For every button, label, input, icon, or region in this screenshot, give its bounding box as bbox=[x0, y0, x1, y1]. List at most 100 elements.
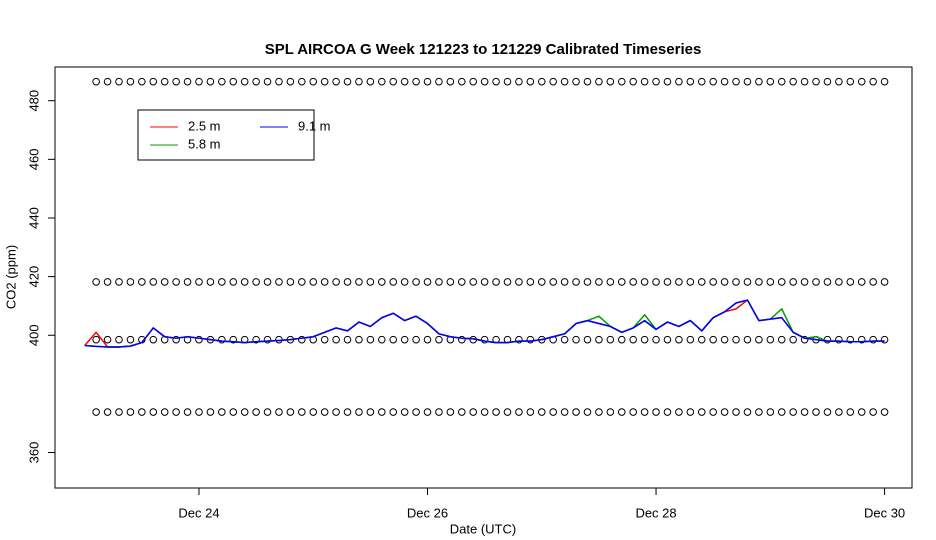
standard-point bbox=[252, 278, 260, 286]
standard-point bbox=[697, 335, 706, 344]
y-axis-label: CO2 (ppm) bbox=[3, 245, 18, 309]
standard-point bbox=[320, 77, 329, 86]
standard-point bbox=[823, 408, 832, 416]
standard-point bbox=[697, 77, 706, 86]
standard-point bbox=[457, 77, 466, 86]
x-tick-label: Dec 26 bbox=[407, 505, 448, 520]
standard-point bbox=[617, 278, 626, 286]
standard-point bbox=[366, 408, 375, 416]
standard-point bbox=[629, 408, 637, 416]
standard-point bbox=[583, 335, 592, 344]
standard-point bbox=[252, 77, 260, 86]
standard-point bbox=[560, 278, 569, 286]
standard-point bbox=[846, 77, 855, 86]
standard-point bbox=[195, 77, 203, 86]
standard-point bbox=[469, 408, 478, 416]
standard-point bbox=[709, 278, 717, 286]
standard-point bbox=[720, 408, 729, 416]
standard-point bbox=[652, 335, 660, 344]
standard-point bbox=[709, 408, 717, 416]
standard-point bbox=[355, 278, 363, 286]
standard-point bbox=[583, 77, 592, 86]
standard-point bbox=[286, 77, 295, 86]
standard-point bbox=[149, 77, 158, 86]
standard-point bbox=[686, 278, 695, 286]
standard-point bbox=[480, 278, 489, 286]
standard-point bbox=[526, 408, 535, 416]
standard-point bbox=[115, 77, 123, 86]
standard-point bbox=[617, 335, 626, 344]
standard-point bbox=[675, 335, 683, 344]
standard-point bbox=[629, 335, 637, 344]
standard-point bbox=[686, 335, 695, 344]
standard-point bbox=[435, 335, 443, 344]
standard-point bbox=[218, 408, 226, 416]
standard-point bbox=[320, 408, 329, 416]
standard-point bbox=[732, 335, 740, 344]
standard-point bbox=[469, 278, 478, 286]
standard-point bbox=[389, 77, 398, 86]
standard-point bbox=[526, 278, 535, 286]
standard-point bbox=[606, 408, 615, 416]
standard-point bbox=[149, 278, 158, 286]
standard-point bbox=[275, 278, 283, 286]
standard-point bbox=[103, 77, 112, 86]
standard-point bbox=[549, 77, 558, 86]
standard-point bbox=[160, 77, 169, 86]
standard-point bbox=[332, 77, 340, 86]
x-tick-label: Dec 28 bbox=[635, 505, 676, 520]
standard-point bbox=[378, 77, 386, 86]
standard-point bbox=[766, 77, 775, 86]
standard-point bbox=[789, 77, 797, 86]
standard-point bbox=[480, 77, 489, 86]
standard-point bbox=[560, 335, 569, 344]
standard-point bbox=[446, 408, 455, 416]
standard-point bbox=[800, 408, 809, 416]
standard-point bbox=[766, 335, 775, 344]
x-axis-label: Date (UTC) bbox=[450, 521, 516, 536]
standard-point bbox=[777, 77, 786, 86]
standard-point bbox=[172, 278, 180, 286]
standard-point bbox=[389, 278, 398, 286]
standard-point bbox=[343, 77, 352, 86]
standard-point bbox=[435, 77, 443, 86]
standard-point bbox=[812, 278, 820, 286]
standard-point bbox=[846, 335, 855, 344]
standard-point bbox=[846, 278, 855, 286]
standard-point bbox=[800, 335, 809, 344]
standard-point bbox=[675, 408, 683, 416]
standard-point bbox=[195, 408, 203, 416]
standard-point bbox=[503, 278, 512, 286]
standard-point bbox=[755, 278, 763, 286]
chart-title: SPL AIRCOA G Week 121223 to 121229 Calib… bbox=[265, 41, 702, 58]
standard-point bbox=[835, 408, 843, 416]
standard-point bbox=[263, 408, 272, 416]
standard-point bbox=[595, 77, 603, 86]
standard-point bbox=[366, 77, 375, 86]
standard-point bbox=[720, 335, 729, 344]
standard-point bbox=[126, 408, 135, 416]
standard-point bbox=[286, 408, 295, 416]
standard-point bbox=[332, 408, 340, 416]
standard-point bbox=[869, 278, 877, 286]
standard-point bbox=[309, 278, 318, 286]
standard-point bbox=[206, 77, 215, 86]
standard-point bbox=[503, 77, 512, 86]
standard-point bbox=[572, 408, 580, 416]
standard-point bbox=[629, 77, 637, 86]
standard-point bbox=[138, 278, 146, 286]
standard-point bbox=[515, 335, 523, 344]
standard-point bbox=[149, 335, 158, 344]
standard-point bbox=[343, 335, 352, 344]
standard-point bbox=[355, 335, 363, 344]
standard-point bbox=[412, 408, 420, 416]
standard-point bbox=[480, 335, 489, 344]
standard-point bbox=[606, 335, 615, 344]
standard-point bbox=[515, 408, 523, 416]
standard-point bbox=[480, 408, 489, 416]
standard-point bbox=[195, 335, 203, 344]
standard-point bbox=[537, 77, 546, 86]
standard-point bbox=[526, 335, 535, 344]
standard-point bbox=[583, 408, 592, 416]
y-tick-label: 420 bbox=[26, 266, 41, 288]
